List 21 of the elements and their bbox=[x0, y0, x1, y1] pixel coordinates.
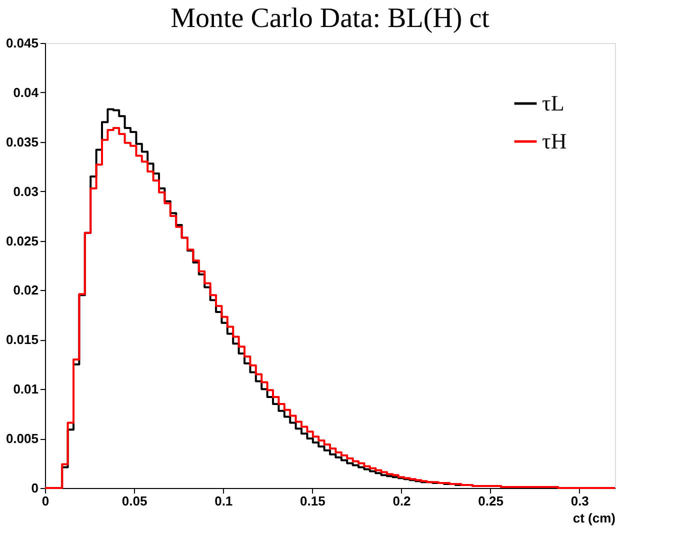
x-axis-title: ct (cm) bbox=[572, 510, 616, 526]
x-tick-label: 0.1 bbox=[214, 494, 233, 508]
legend-label: τH bbox=[542, 128, 567, 154]
y-tick-label: 0.045 bbox=[6, 36, 38, 50]
y-tick-label: 0.01 bbox=[13, 382, 38, 397]
x-tick-label: 0.2 bbox=[392, 494, 411, 508]
x-tick-label: 0.15 bbox=[300, 494, 326, 508]
y-tick-label: 0.02 bbox=[13, 282, 38, 298]
y-tick-label: 0.015 bbox=[6, 332, 38, 348]
y-tick-label: 0.035 bbox=[6, 134, 38, 150]
chart-title: Monte Carlo Data: BL(H) ct bbox=[170, 3, 490, 34]
y-tick-label: 0.025 bbox=[6, 233, 38, 248]
legend-label: τL bbox=[542, 90, 564, 116]
x-tick-label: 0 bbox=[42, 494, 50, 508]
y-tick-label: 0 bbox=[31, 480, 38, 496]
y-tick-label: 0.03 bbox=[13, 184, 38, 199]
y-tick-label: 0.04 bbox=[13, 84, 40, 100]
x-tick-label: 0.25 bbox=[478, 494, 504, 508]
x-tick-label: 0.3 bbox=[570, 494, 589, 508]
y-tick-label: 0.005 bbox=[6, 431, 38, 446]
x-tick-label: 0.05 bbox=[122, 494, 148, 508]
